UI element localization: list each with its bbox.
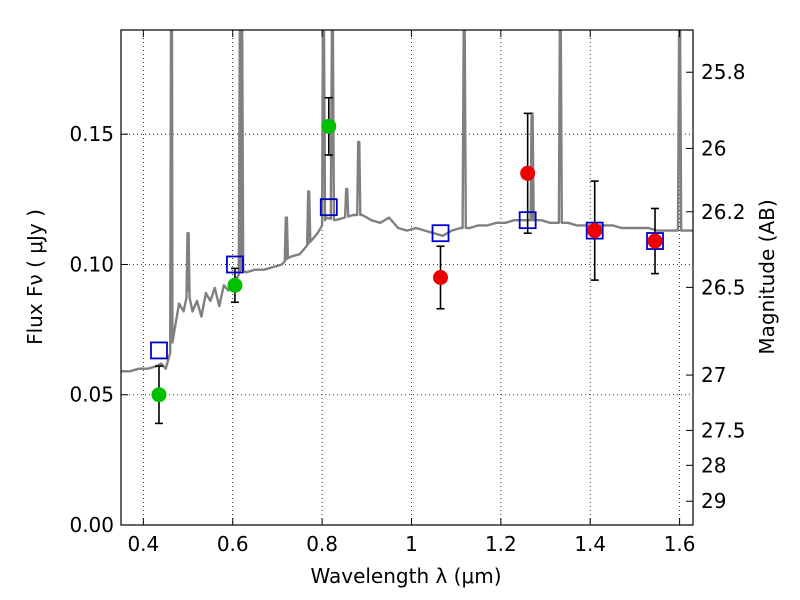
y2-tick-label: 26 [701, 136, 726, 160]
y2-tick-label: 29 [701, 489, 726, 513]
spectrum-line [121, 30, 693, 373]
plot-frame [120, 29, 694, 526]
model-point [431, 224, 450, 243]
y2-tick-label: 26.5 [701, 275, 746, 299]
observed-point-green [151, 387, 167, 403]
model-point [319, 198, 338, 217]
x-tick-label: 1.4 [574, 532, 606, 556]
y-tick-label: 0.10 [69, 252, 114, 276]
x-tick-label: 1 [405, 532, 418, 556]
y2-tick-label: 27 [701, 363, 726, 387]
x-tick-label: 1.6 [664, 532, 696, 556]
x-tick-label: 1.2 [485, 532, 517, 556]
y-axis-label: Flux Fν ( μJy ) [23, 209, 47, 345]
y2-tick-label: 26.2 [701, 200, 746, 224]
y-tick-label: 0.05 [69, 383, 114, 407]
tick-group: 0.4 0.6 0.8 1 1.2 1.4 1.6 0.00 0.05 0.10 0.15 25.8 2… [69, 30, 746, 556]
y2-tick-label: 28 [701, 453, 726, 477]
observed-point-green [227, 277, 243, 293]
observed-point-red [587, 223, 603, 239]
model-point [226, 255, 244, 274]
y2-tick-label: 25.8 [701, 60, 746, 84]
observed-point-red [520, 165, 536, 181]
observed-point-green [321, 118, 337, 134]
x-axis-label: Wavelength λ (μm) [310, 564, 501, 588]
marker-group [150, 96, 664, 425]
y2-tick-label: 27.5 [701, 418, 746, 442]
model-point [518, 211, 537, 230]
spectrum-group [121, 30, 693, 373]
model-point [585, 221, 604, 240]
model-point [150, 341, 168, 360]
x-tick-label: 0.4 [127, 532, 159, 556]
x-tick-label: 0.6 [217, 532, 249, 556]
y-tick-label: 0.00 [69, 513, 114, 537]
observed-point-red [433, 270, 449, 285]
y2-axis-label: Magnitude (AB) [755, 199, 779, 354]
y-tick-label: 0.15 [69, 122, 114, 146]
observed-point-red [647, 233, 663, 249]
model-point [646, 232, 664, 250]
x-tick-label: 0.8 [306, 532, 338, 556]
